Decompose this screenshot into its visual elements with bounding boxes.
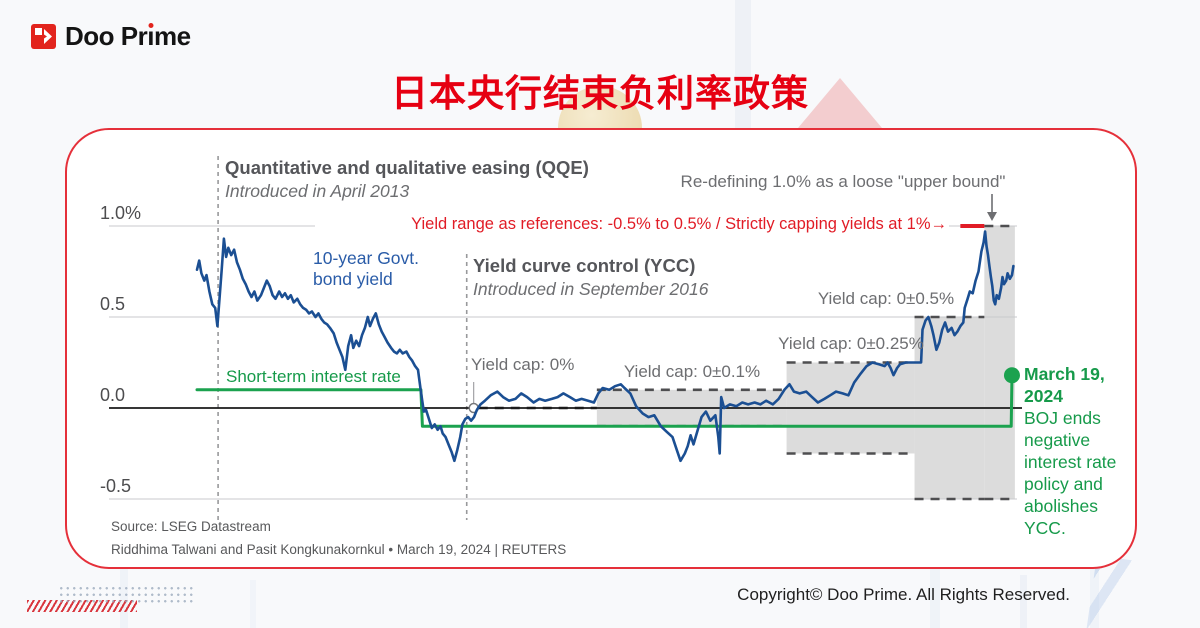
copyright-text: Copyright© Doo Prime. All Rights Reserve…: [737, 585, 1070, 604]
candlestick-decor: [1090, 560, 1099, 628]
short-term-rate-line: [195, 373, 1014, 428]
y-tick-label: 1.0%: [100, 203, 142, 223]
qqe-annotation-subtitle: Introduced in April 2013: [225, 181, 410, 201]
march-19-2024-annotation: March 19, 2024 BOJ ends negative interes…: [1024, 364, 1117, 538]
bond-yield-series-label: 10-year Govt. bond yield: [313, 248, 420, 289]
brand-name: Doo Prıme: [65, 21, 191, 51]
yield-cap-025-label: Yield cap: 0±0.25%: [778, 334, 924, 353]
yield-cap-0-label: Yield cap: 0%: [471, 355, 575, 374]
doo-prime-logo: Doo Prıme: [31, 22, 191, 50]
candlestick-decor: [120, 565, 128, 628]
hatched-bar-decor: [27, 600, 137, 612]
yield-range-note: Yield range as references: -0.5% to 0.5%…: [315, 214, 949, 235]
y-tick-label: 0.0: [100, 385, 126, 405]
redefine-upper-bound-note: Re-defining 1.0% as a loose "upper bound…: [680, 172, 1006, 191]
y-tick-label: 0.5: [100, 294, 126, 314]
boj-rates-chart: [109, 156, 1022, 520]
y-tick-label: -0.5: [100, 476, 132, 496]
doo-prime-logo-icon: [31, 23, 56, 49]
ycc-annotation-subtitle: Introduced in September 2016: [473, 279, 709, 299]
march-19-marker: [1003, 367, 1020, 384]
dot-grid-decor: [58, 585, 193, 606]
yield-cap-01-label: Yield cap: 0±0.1%: [623, 362, 761, 381]
down-arrow-head: [987, 212, 997, 221]
source-line: Source: LSEG Datastream: [111, 519, 271, 534]
qqe-annotation-title: Quantitative and qualitative easing (QQE…: [225, 157, 589, 178]
bond-yield-line: [195, 230, 1015, 463]
byline: Riddhima Talwani and Pasit Kongkunakornk…: [111, 542, 567, 557]
ycc-annotation-title: Yield curve control (YCC): [473, 255, 696, 276]
chart-card: 1.0% 0.5 0.0 -0.5 Quantitative and quali…: [65, 128, 1137, 569]
page-title: 日本央行结束负利率政策: [391, 73, 809, 114]
yield-cap-05-label: Yield cap: 0±0.5%: [817, 289, 955, 308]
candlestick-decor: [250, 580, 256, 628]
brand-i-red-dot: ı: [147, 21, 154, 51]
short-term-rate-series-label: Short-term interest rate: [226, 367, 401, 386]
